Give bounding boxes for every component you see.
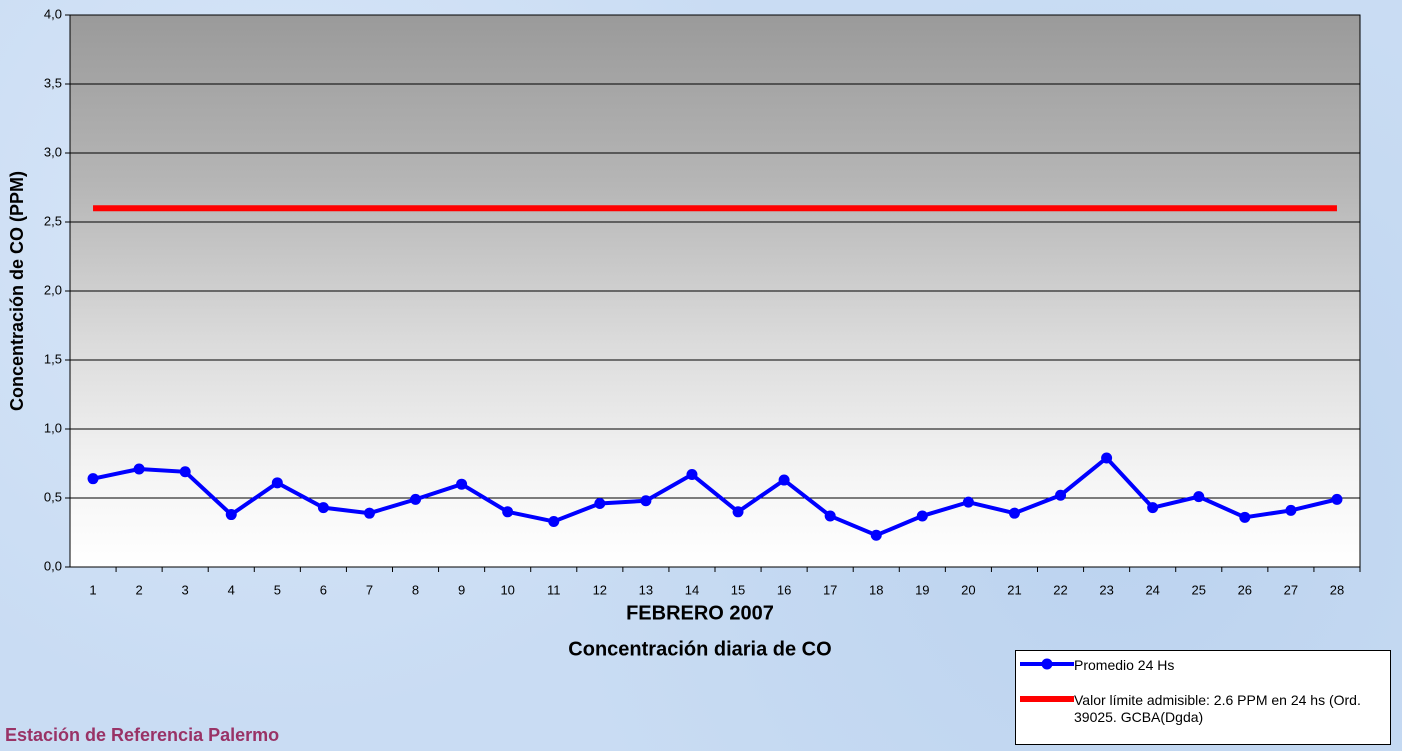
x-tick-label: 1 [89, 582, 96, 597]
x-tick-label: 27 [1284, 582, 1298, 597]
y-tick-label: 2,0 [44, 282, 62, 297]
x-tick-label: 10 [500, 582, 514, 597]
x-tick-label: 26 [1238, 582, 1252, 597]
point [226, 509, 237, 520]
point [272, 477, 283, 488]
point [1147, 502, 1158, 513]
y-axis-label: Concentración de CO (PPM) [7, 171, 27, 411]
x-tick-label: 14 [685, 582, 699, 597]
point [825, 510, 836, 521]
x-tick-label: 6 [320, 582, 327, 597]
x-tick-label: 20 [961, 582, 975, 597]
y-tick-label: 4,0 [44, 6, 62, 21]
point [1285, 505, 1296, 516]
x-tick-label: 19 [915, 582, 929, 597]
x-tick-label: 3 [182, 582, 189, 597]
x-tick-label: 24 [1145, 582, 1159, 597]
point [548, 516, 559, 527]
point [1193, 491, 1204, 502]
x-tick-label: 13 [639, 582, 653, 597]
x-tick-label: 15 [731, 582, 745, 597]
chart-subtitle: Concentración diaria de CO [568, 638, 831, 660]
y-tick-label: 0,0 [44, 558, 62, 573]
chart-title: FEBRERO 2007 [626, 602, 774, 624]
point [963, 497, 974, 508]
legend-label: Promedio 24 Hs [1074, 657, 1364, 674]
x-tick-label: 23 [1099, 582, 1113, 597]
x-tick-label: 5 [274, 582, 281, 597]
point [871, 530, 882, 541]
point [594, 498, 605, 509]
page: FEBRERO 2007 Concentración diaria de CO … [0, 0, 1402, 751]
legend-swatch [1020, 657, 1074, 671]
x-tick-label: 21 [1007, 582, 1021, 597]
point [180, 466, 191, 477]
x-tick-label: 9 [458, 582, 465, 597]
point [134, 464, 145, 475]
x-tick-label: 11 [547, 582, 561, 597]
legend-label: Valor límite admisible: 2.6 PPM en 24 hs… [1074, 692, 1364, 726]
x-tick-label: 8 [412, 582, 419, 597]
x-tick-label: 18 [869, 582, 883, 597]
point [1331, 494, 1342, 505]
y-tick-label: 3,0 [44, 144, 62, 159]
point [410, 494, 421, 505]
x-tick-label: 2 [135, 582, 142, 597]
point [318, 502, 329, 513]
legend: Promedio 24 Hs Valor límite admisible: 2.… [1015, 650, 1391, 745]
x-tick-label: 7 [366, 582, 373, 597]
point [1055, 490, 1066, 501]
legend-marker [1042, 659, 1053, 670]
x-tick-label: 22 [1053, 582, 1067, 597]
legend-item: Promedio 24 Hs [1020, 657, 1384, 674]
point [917, 510, 928, 521]
x-tick-label: 25 [1192, 582, 1206, 597]
y-tick-label: 2,5 [44, 213, 62, 228]
chart: FEBRERO 2007 Concentración diaria de CO … [0, 0, 1402, 751]
point [686, 469, 697, 480]
point [364, 508, 375, 519]
y-tick-label: 1,5 [44, 351, 62, 366]
y-tick-label: 3,5 [44, 75, 62, 90]
x-tick-label: 16 [777, 582, 791, 597]
point [456, 479, 467, 490]
legend-swatch [1020, 692, 1074, 706]
point [88, 473, 99, 484]
point [640, 495, 651, 506]
point [1239, 512, 1250, 523]
x-tick-label: 17 [823, 582, 837, 597]
x-tick-label: 4 [228, 582, 235, 597]
x-tick-label: 28 [1330, 582, 1344, 597]
point [1101, 452, 1112, 463]
legend-item: Valor límite admisible: 2.6 PPM en 24 hs… [1020, 692, 1384, 726]
point [502, 506, 513, 517]
point [733, 506, 744, 517]
footer: Estación de Referencia Palermo [5, 725, 279, 745]
y-tick-label: 0,5 [44, 489, 62, 504]
point [1009, 508, 1020, 519]
y-tick-label: 1,0 [44, 420, 62, 435]
point [779, 475, 790, 486]
x-tick-label: 12 [593, 582, 607, 597]
